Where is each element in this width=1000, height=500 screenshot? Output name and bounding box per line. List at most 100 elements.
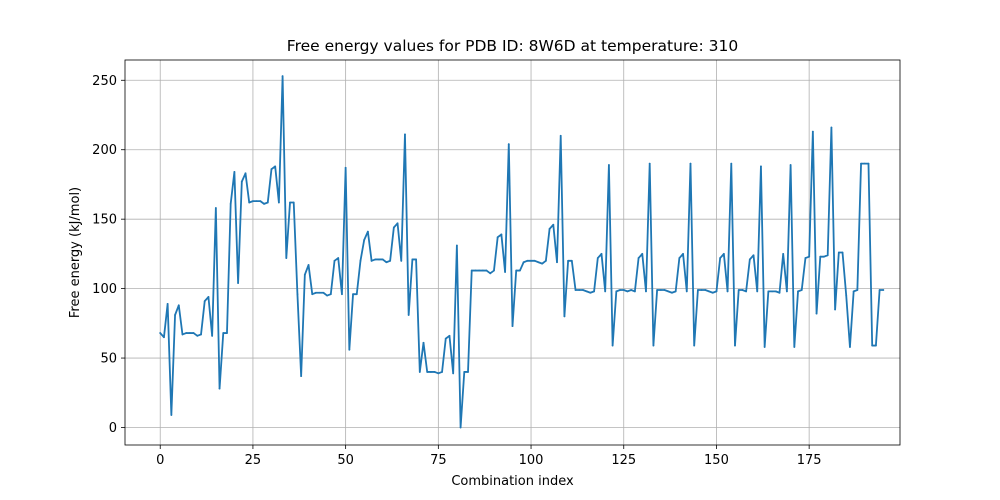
data-point — [252, 200, 254, 203]
data-point — [608, 164, 610, 166]
data-point — [619, 289, 621, 291]
data-point — [389, 259, 392, 262]
data-point — [737, 289, 740, 291]
data-point — [441, 371, 443, 373]
data-point — [404, 133, 406, 136]
data-point — [214, 207, 217, 209]
data-point — [226, 332, 228, 334]
data-point — [263, 202, 265, 205]
data-point — [845, 294, 848, 297]
data-point — [659, 289, 662, 291]
data-point — [760, 165, 762, 168]
data-point — [300, 375, 303, 378]
data-point — [493, 269, 495, 272]
y-tick-label: 150 — [92, 213, 117, 228]
data-point — [578, 289, 581, 291]
data-point — [667, 290, 670, 293]
data-point — [752, 254, 755, 257]
data-point — [719, 257, 722, 259]
data-point — [452, 372, 455, 375]
data-point — [786, 290, 788, 293]
series-layer — [159, 75, 885, 429]
data-point — [385, 261, 388, 264]
data-point — [711, 291, 714, 294]
data-point — [715, 290, 718, 293]
data-point — [266, 201, 269, 204]
data-point — [392, 226, 395, 229]
data-point — [563, 315, 566, 318]
data-point — [871, 344, 874, 347]
series-line — [159, 75, 885, 429]
data-point — [203, 300, 206, 303]
data-point — [470, 269, 473, 272]
data-point — [526, 259, 529, 262]
data-point — [270, 168, 273, 171]
data-point — [459, 426, 462, 429]
data-point — [192, 332, 195, 334]
data-point — [600, 252, 603, 255]
data-point — [856, 289, 859, 291]
data-point — [359, 259, 362, 262]
data-point — [596, 257, 599, 259]
data-point — [229, 202, 232, 205]
y-tick-label: 250 — [92, 74, 117, 89]
data-point — [333, 259, 336, 262]
data-point — [318, 291, 321, 294]
data-point — [396, 222, 399, 225]
data-point — [704, 289, 707, 291]
data-point — [303, 273, 306, 276]
data-point — [259, 200, 262, 203]
data-point — [400, 259, 403, 262]
data-point — [418, 371, 421, 373]
data-point — [159, 332, 162, 334]
data-point — [860, 162, 862, 165]
data-point — [511, 325, 514, 328]
data-point — [823, 255, 825, 258]
data-point — [292, 201, 295, 204]
y-tick-label: 50 — [100, 352, 117, 367]
data-point — [507, 143, 510, 146]
data-point — [218, 387, 221, 390]
data-point — [689, 162, 692, 165]
data-point — [348, 348, 351, 351]
data-point — [789, 164, 792, 166]
data-point — [337, 257, 340, 259]
data-point — [485, 269, 488, 272]
plot-frame — [124, 59, 901, 446]
data-point — [181, 333, 184, 336]
x-tick-label: 0 — [156, 453, 164, 468]
data-point — [329, 293, 332, 296]
data-point — [559, 134, 562, 137]
data-point — [533, 259, 536, 262]
x-tick-label: 25 — [245, 453, 262, 468]
data-point — [819, 255, 822, 258]
data-point — [589, 291, 592, 294]
data-point — [352, 293, 354, 296]
data-point — [322, 291, 325, 294]
data-point — [830, 126, 833, 129]
data-point — [671, 291, 673, 294]
data-point — [648, 162, 651, 165]
data-point — [722, 252, 725, 255]
data-point — [248, 201, 251, 204]
data-point — [548, 227, 551, 230]
data-point — [697, 289, 699, 291]
data-point — [177, 304, 180, 307]
data-point — [782, 252, 785, 255]
data-point — [244, 172, 247, 175]
data-point — [741, 289, 744, 291]
data-point — [726, 290, 729, 293]
data-point — [474, 269, 477, 272]
data-point — [693, 344, 696, 347]
data-point — [756, 290, 759, 293]
data-point — [196, 334, 199, 337]
data-point — [344, 166, 347, 169]
data-point — [355, 293, 358, 296]
data-point — [374, 258, 377, 261]
data-point — [170, 414, 173, 416]
data-point — [700, 289, 703, 291]
chart-title: Free energy values for PDB ID: 8W6D at t… — [287, 37, 738, 55]
data-point — [837, 251, 840, 254]
